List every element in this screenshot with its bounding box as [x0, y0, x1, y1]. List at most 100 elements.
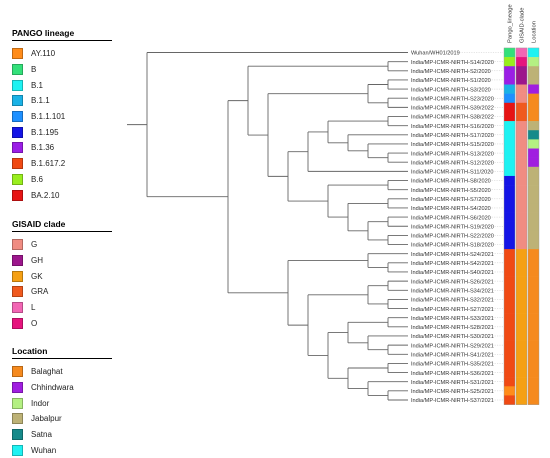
clade-cell — [516, 395, 527, 405]
clade-cell — [516, 102, 527, 113]
pango-cell — [504, 395, 515, 405]
tip-label: India/MP-ICMR-NIRTH-S41/2021 — [411, 352, 494, 358]
tip-label: India/MP-ICMR-NIRTH-S8/2020 — [411, 179, 491, 185]
tip-label: India/MP-ICMR-NIRTH-S36/2021 — [411, 371, 494, 377]
clade-cell — [516, 212, 527, 222]
legend-label: Balaghat — [31, 367, 63, 377]
legend-label: G — [31, 240, 38, 250]
tree-branches — [127, 52, 408, 401]
legend-item-b-1: B.1 — [12, 77, 112, 93]
tip-label: India/MP-ICMR-NIRTH-S16/2020 — [411, 124, 494, 130]
clade-cell — [516, 66, 527, 76]
pango-cell — [504, 249, 515, 259]
legend-swatch — [12, 173, 23, 185]
location-cell — [528, 66, 539, 76]
clade-cell — [516, 331, 527, 341]
legend-label: B.6 — [31, 174, 44, 184]
clade-cell — [516, 194, 527, 204]
clade-cell — [516, 84, 527, 94]
legend-swatch — [12, 142, 23, 154]
pango-cell — [504, 230, 515, 241]
legend-item-b-1-1: B.1.1 — [12, 93, 112, 109]
column-border — [515, 47, 528, 405]
pango-cell — [504, 166, 515, 177]
clade-cell — [516, 157, 527, 168]
tip-label: India/MP-ICMR-NIRTH-S42/2021 — [411, 261, 494, 267]
clade-cell — [516, 303, 527, 314]
clade-cell — [516, 349, 527, 360]
tip-label: India/MP-ICMR-NIRTH-S6/2020 — [411, 215, 491, 221]
pango-cell — [504, 102, 515, 113]
pango-cell — [504, 47, 515, 58]
legend-label: Wuhan — [31, 445, 57, 455]
legend-item-o: O — [12, 315, 112, 331]
legend-swatch — [12, 239, 23, 251]
tip-label: India/MP-ICMR-NIRTH-S12/2020 — [411, 160, 494, 166]
legend-item-b-1-195: B.1.195 — [12, 124, 112, 140]
tip-label: India/MP-ICMR-NIRTH-S26/2021 — [411, 279, 494, 285]
pango-cell — [504, 212, 515, 222]
legend-swatch — [12, 366, 23, 378]
location-cell — [528, 111, 539, 122]
legend-item-b: B — [12, 62, 112, 78]
legend-item-l: L — [12, 300, 112, 316]
legend-title: PANGO lineage — [12, 28, 112, 41]
clade-cell — [516, 57, 527, 67]
legend-label: Jabalpur — [31, 414, 62, 424]
legend-label: B — [31, 65, 37, 75]
column-border — [503, 47, 516, 405]
pango-cell — [504, 358, 515, 369]
clade-cell — [516, 203, 527, 213]
clade-cell — [516, 239, 527, 250]
legend-location: Location Balaghat Chhindwara Indor Jabalpur… — [12, 346, 112, 458]
clade-cell — [516, 249, 527, 259]
tip-label: India/MP-ICMR-NIRTH-S2/2020 — [411, 69, 491, 75]
tip-label: India/MP-ICMR-NIRTH-S38/2022 — [411, 115, 494, 121]
legend-swatch — [12, 79, 23, 91]
legend-label: B.1.617.2 — [31, 159, 66, 169]
location-cell — [528, 331, 539, 341]
legend-item-b-1-36: B.1.36 — [12, 140, 112, 156]
clade-cell — [516, 340, 527, 351]
legend-swatch — [12, 286, 23, 298]
pango-cell — [504, 258, 515, 268]
clade-cell — [516, 166, 527, 177]
legend-item-jabalpur: Jabalpur — [12, 411, 112, 427]
legend-item-b-1-1-101: B.1.1.101 — [12, 109, 112, 125]
legend-item-gk: GK — [12, 268, 112, 284]
tip-label: India/MP-ICMR-NIRTH-S25/2021 — [411, 389, 494, 395]
tip-label: India/MP-ICMR-NIRTH-S34/2021 — [411, 288, 494, 294]
pango-cell — [504, 175, 515, 186]
pango-cell — [504, 157, 515, 168]
pango-cell — [504, 349, 515, 360]
pango-cell — [504, 130, 515, 140]
tip-label: India/MP-ICMR-NIRTH-S5/2020 — [411, 188, 491, 194]
pango-cell — [504, 386, 515, 396]
legend-label: GK — [31, 271, 43, 281]
legend-swatch — [12, 158, 23, 170]
column-border — [527, 47, 540, 405]
tip-label: India/MP-ICMR-NIRTH-S27/2021 — [411, 307, 494, 313]
tip-label: India/MP-ICMR-NIRTH-S15/2020 — [411, 142, 494, 148]
clade-cell — [516, 111, 527, 122]
legend-title: Location — [12, 346, 112, 359]
pango-cell — [504, 322, 515, 332]
location-cell — [528, 194, 539, 204]
legend-item-b-1-617-2: B.1.617.2 — [12, 156, 112, 172]
clade-cell — [516, 276, 527, 286]
legend-swatch — [12, 189, 23, 201]
location-cell — [528, 212, 539, 222]
clade-cell — [516, 130, 527, 140]
legend-label: GH — [31, 256, 43, 266]
legend-swatch — [12, 48, 23, 60]
pango-cell — [504, 276, 515, 286]
tip-label: India/MP-ICMR-NIRTH-S18/2020 — [411, 243, 494, 249]
pango-cell — [504, 185, 515, 195]
location-cell — [528, 340, 539, 351]
location-cell — [528, 148, 539, 158]
pango-cell — [504, 203, 515, 213]
location-cell — [528, 303, 539, 314]
clade-cell — [516, 294, 527, 305]
pango-cell — [504, 194, 515, 204]
location-cell — [528, 377, 539, 387]
